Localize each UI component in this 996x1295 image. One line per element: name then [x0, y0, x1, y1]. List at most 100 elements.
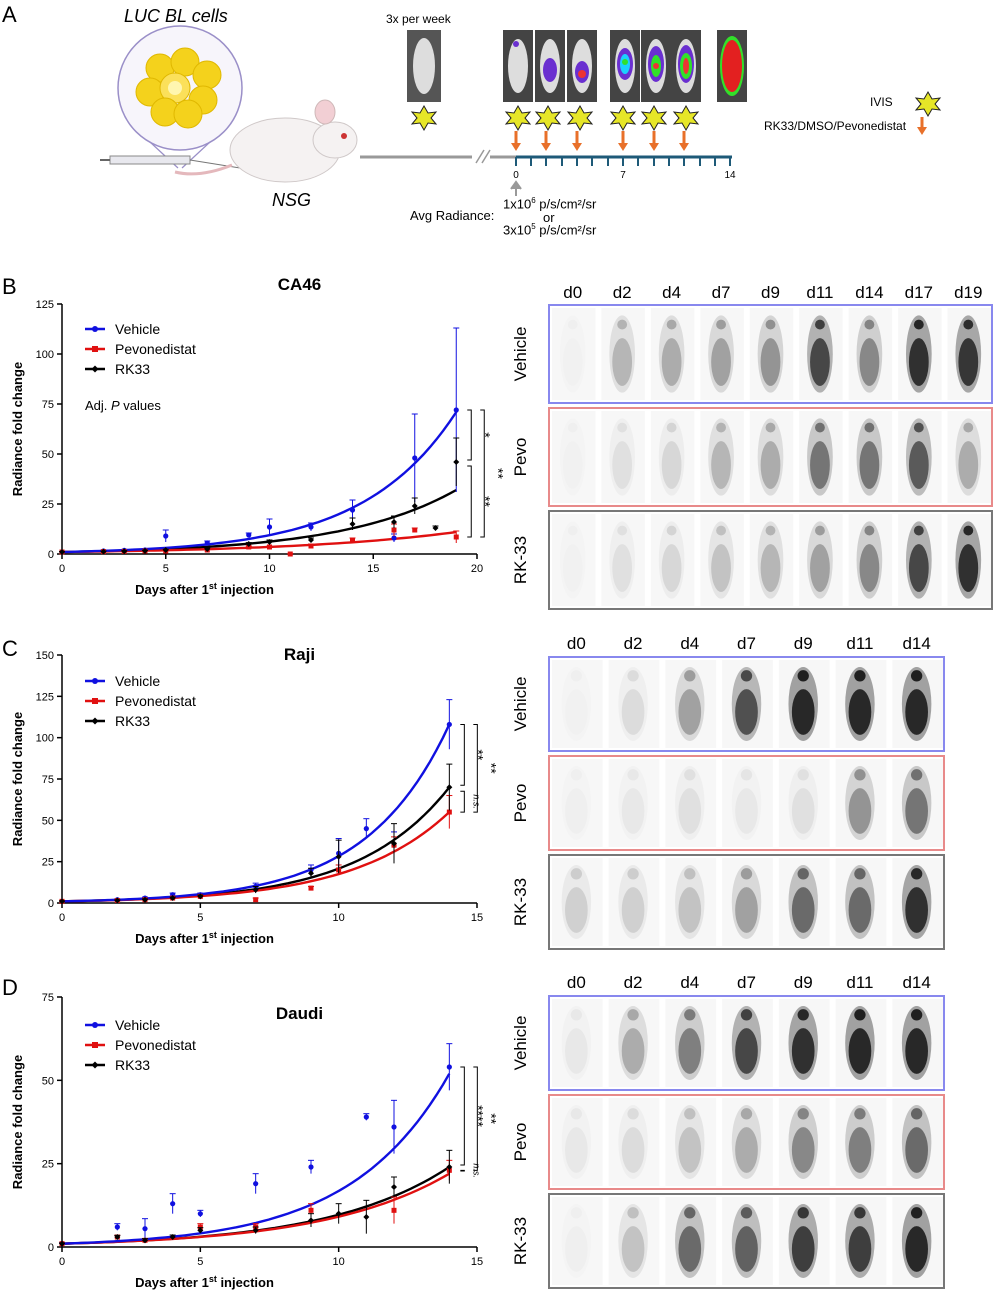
- mouse-image: [799, 411, 843, 503]
- data-point-vehicle: [253, 1181, 259, 1187]
- y-tick-label: 50: [42, 1075, 54, 1087]
- timeline-tick-7: 7: [620, 170, 626, 181]
- row-label-rk33: RK-33: [511, 535, 530, 585]
- x-axis-label: Days after 1st injection: [135, 1274, 274, 1290]
- timeline-tick-0: 0: [513, 170, 519, 181]
- imaging-row-pevo: [548, 407, 993, 507]
- mouse-image: [749, 308, 794, 400]
- mouse-image: [601, 308, 645, 400]
- x-tick-label: 5: [197, 912, 203, 924]
- row-label-pevo: Pevo: [511, 1122, 530, 1162]
- data-point-vehicle: [446, 1064, 452, 1070]
- day-label: d14: [855, 283, 884, 302]
- data-point-rk33: [252, 886, 259, 893]
- chart-raji: 0 25 50 75 100 125 150 0 5 10 15 Raji Radiance fold …: [10, 645, 499, 946]
- data-point-rk33: [446, 1164, 453, 1170]
- legend-marker-vehicle: [92, 326, 98, 332]
- mouse-image: [552, 308, 596, 400]
- x-tick-label: 15: [367, 563, 379, 575]
- day-label: d14: [902, 973, 931, 992]
- mouse-image: [835, 660, 887, 748]
- mouse-image: [898, 514, 942, 606]
- ivis-mouse-images: [407, 30, 747, 102]
- x-tick-label: 10: [333, 912, 345, 924]
- x-tick-label: 15: [471, 1256, 483, 1268]
- mouse-image: [947, 308, 991, 400]
- significance-label: n.s.: [471, 1163, 481, 1178]
- data-point-pevo: [197, 1224, 203, 1230]
- radiance-or: or: [543, 210, 555, 225]
- mouse-image: [778, 1098, 830, 1186]
- imaging-row-vehicle: [548, 304, 993, 404]
- day-label: d9: [761, 283, 780, 302]
- significance-bracket: [467, 409, 472, 461]
- legend-label-pevo: Pevonedistat: [115, 341, 196, 357]
- legend-marker-rk33: [91, 717, 99, 725]
- mouse-image: [552, 1098, 603, 1186]
- data-point-vehicle: [246, 532, 252, 538]
- imaging-row-pevo: [548, 755, 945, 851]
- data-point-pevo: [350, 537, 355, 543]
- mouse-image: [665, 759, 717, 847]
- row-label-rk33: RK-33: [511, 877, 530, 927]
- data-point-rk33: [335, 853, 342, 860]
- day-label: d11: [846, 634, 874, 653]
- treatment-arrow-icons: [511, 117, 927, 151]
- mouse-image: [552, 858, 603, 946]
- chart-ca46: 0 25 50 75 100 125 0 5 10 15 20 CA46 Radiance fold c…: [10, 275, 506, 597]
- significance-bracket: [480, 409, 485, 538]
- radiance-label: Avg Radiance:: [410, 208, 495, 223]
- y-tick-label: 0: [48, 549, 54, 561]
- y-axis-label: Radiance fold change: [10, 1055, 25, 1189]
- data-point-rk33: [308, 1217, 314, 1224]
- mouse-image: [552, 1197, 603, 1285]
- day-label: d4: [662, 283, 682, 302]
- legend-marker-pevo: [92, 698, 98, 704]
- mouse-image: [722, 759, 773, 847]
- legend-marker-rk33: [91, 1061, 99, 1069]
- data-point-pevo: [391, 527, 397, 533]
- significance-bracket: [460, 790, 465, 813]
- day-label: d2: [623, 634, 643, 653]
- mouse-image: [608, 660, 660, 748]
- legend-label-rk33: RK33: [115, 361, 150, 377]
- mouse-image: [722, 999, 773, 1087]
- mouse-image: [608, 1098, 660, 1186]
- significance-label: **: [477, 496, 493, 507]
- data-point-rk33: [114, 897, 121, 904]
- data-point-rk33: [169, 1234, 176, 1240]
- data-point-rk33: [266, 539, 273, 545]
- cell-cluster-icon: [135, 47, 222, 129]
- mouse-image: [700, 514, 744, 606]
- data-point-vehicle: [391, 1124, 397, 1130]
- day-label: d7: [737, 634, 756, 653]
- mouse-image: [665, 660, 717, 748]
- x-tick-label: 0: [59, 912, 65, 924]
- significance-label: **: [483, 763, 499, 774]
- radiance-value-2: 3x105 p/s/cm²/sr: [503, 222, 597, 238]
- chart-daudi: 0 25 50 75 0 5 10 15 Daudi Radiance fold change Da…: [10, 992, 499, 1290]
- data-point-rk33: [391, 519, 397, 525]
- frequency-label: 3x per week: [386, 12, 451, 26]
- mouse-image: [722, 858, 773, 946]
- mouse-image: [601, 514, 645, 606]
- mouse-image: [778, 999, 830, 1087]
- data-point-vehicle: [363, 826, 369, 832]
- y-tick-label: 50: [42, 449, 54, 461]
- data-point-rk33: [446, 784, 453, 791]
- row-label-vehicle: Vehicle: [511, 1015, 530, 1071]
- mouse-image: [722, 1197, 773, 1285]
- data-point-vehicle: [363, 1114, 369, 1120]
- legend-marker-vehicle: [92, 1022, 98, 1028]
- mouse-image: [898, 411, 942, 503]
- data-point-vehicle: [308, 1164, 314, 1170]
- significance-label: **: [470, 749, 486, 760]
- mouse-image: [552, 759, 603, 847]
- mouse-image: [608, 1197, 660, 1285]
- mouse-image: [608, 759, 660, 847]
- panel-letter-a: A: [2, 2, 17, 27]
- data-point-rk33: [162, 547, 169, 553]
- mouse-image: [799, 308, 843, 400]
- data-point-vehicle: [204, 540, 210, 546]
- y-tick-label: 25: [42, 857, 54, 869]
